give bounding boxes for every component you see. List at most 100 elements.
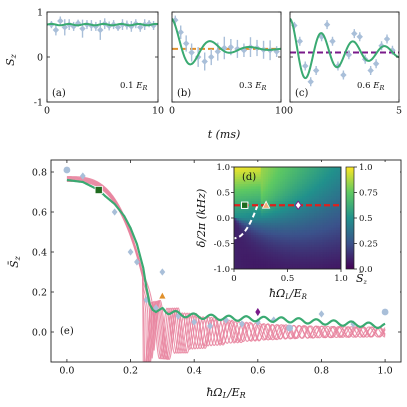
panel-b-exp-point (182, 40, 190, 47)
heatmap-cell (338, 201, 341, 204)
heatmap-cell (294, 232, 298, 236)
heatmap-cell (299, 188, 303, 192)
heatmap-cell (287, 249, 291, 253)
heatmap-cell (336, 242, 339, 246)
heatmap-cell (304, 227, 308, 231)
heatmap-cell (260, 244, 264, 248)
heatmap-cell (248, 266, 252, 269)
heatmap-cell (287, 205, 291, 209)
heatmap-cell (275, 184, 279, 187)
heatmap-cell (275, 201, 279, 204)
heatmap-cell (251, 186, 254, 190)
heatmap-cell (234, 239, 237, 243)
heatmap-cell (253, 242, 257, 246)
heatmap-cell (241, 176, 245, 180)
heatmap-cell (272, 254, 276, 258)
heatmap-cell (255, 254, 259, 258)
heatmap-cell (331, 208, 335, 212)
heatmap-cell (238, 239, 242, 243)
heatmap-cell (304, 171, 308, 175)
heatmap-cell (275, 230, 279, 233)
heatmap-cell (328, 237, 332, 241)
heatmap-cell (314, 259, 318, 263)
heatmap-cell (236, 208, 240, 212)
heatmap-cell (243, 184, 247, 187)
heatmap-cell (338, 244, 341, 248)
heatmap-cell (306, 188, 310, 192)
heatmap-cell (238, 171, 242, 175)
panel-c-exp-point (345, 51, 353, 58)
heatmap-cell (314, 208, 318, 212)
heatmap-cell (285, 188, 288, 192)
heatmap-cell (243, 227, 247, 231)
heatmap-cell (248, 198, 252, 202)
heatmap-cell (304, 261, 308, 265)
heatmap-cell (302, 193, 305, 197)
heatmap-cell (282, 169, 286, 173)
heatmap-cell (260, 249, 264, 253)
heatmap-cell (243, 167, 247, 170)
heatmap-cell (338, 196, 341, 199)
heatmap-cell (309, 186, 313, 190)
heatmap-cell (241, 198, 245, 202)
heatmap-cell (287, 213, 291, 216)
heatmap-cell (282, 186, 286, 190)
panel-b-exp-point (188, 49, 195, 56)
heatmap-cell (258, 266, 262, 269)
heatmap-cell (326, 184, 330, 187)
heatmap-cell (294, 239, 298, 243)
heatmap-cell (234, 167, 237, 170)
heatmap-cell (246, 210, 249, 214)
heatmap-cell (326, 167, 330, 170)
panel-c-exp-point (307, 78, 314, 85)
heatmap-cell (299, 227, 303, 231)
heatmap-cell (294, 227, 298, 231)
heatmap-cell (275, 174, 279, 178)
heatmap-cell (248, 179, 252, 182)
heatmap-cell (321, 261, 325, 265)
heatmap-cell (272, 259, 276, 263)
heatmap-cell (302, 171, 305, 175)
heatmap-cell (243, 225, 247, 229)
heatmap-cell (314, 215, 318, 219)
heatmap-cell (331, 225, 335, 229)
heatmap-cell (253, 198, 257, 202)
heatmap-cell (265, 210, 269, 214)
heatmap-cell (336, 198, 339, 202)
heatmap-cell (299, 181, 303, 185)
heatmap-cell (309, 213, 313, 216)
heatmap-cell (282, 167, 286, 170)
heatmap-cell (285, 198, 288, 202)
heatmap-cell (277, 213, 281, 216)
heatmap-cell (282, 252, 286, 255)
heatmap-cell (294, 256, 298, 260)
heatmap-cell (316, 266, 320, 269)
heatmap-cell (253, 247, 257, 250)
heatmap-cell (241, 225, 245, 229)
heatmap-cell (268, 264, 271, 267)
heatmap-cell (275, 179, 279, 182)
heatmap-cell (265, 247, 269, 250)
heatmap-cell (248, 239, 252, 243)
heatmap-cell (328, 227, 332, 231)
heatmap-cell (243, 235, 247, 238)
heatmap-cell (333, 244, 337, 248)
heatmap-cell (253, 254, 257, 258)
heatmap-cell (287, 232, 291, 236)
heatmap-cell (241, 213, 245, 216)
heatmap-cell (314, 239, 318, 243)
heatmap-cell (238, 232, 242, 236)
heatmap-cell (331, 244, 335, 248)
heatmap-cell (321, 244, 325, 248)
heatmap-cell (265, 220, 269, 224)
heatmap-cell (309, 256, 313, 260)
heatmap-cell (328, 201, 332, 204)
heatmap-cell (287, 256, 291, 260)
heatmap-cell (311, 188, 315, 192)
heatmap-cell (282, 176, 286, 180)
heatmap-cell (234, 266, 237, 269)
heatmap-cell (241, 179, 245, 182)
heatmap-cell (285, 203, 288, 207)
heatmap-cell (287, 244, 291, 248)
heatmap-cell (234, 205, 237, 209)
